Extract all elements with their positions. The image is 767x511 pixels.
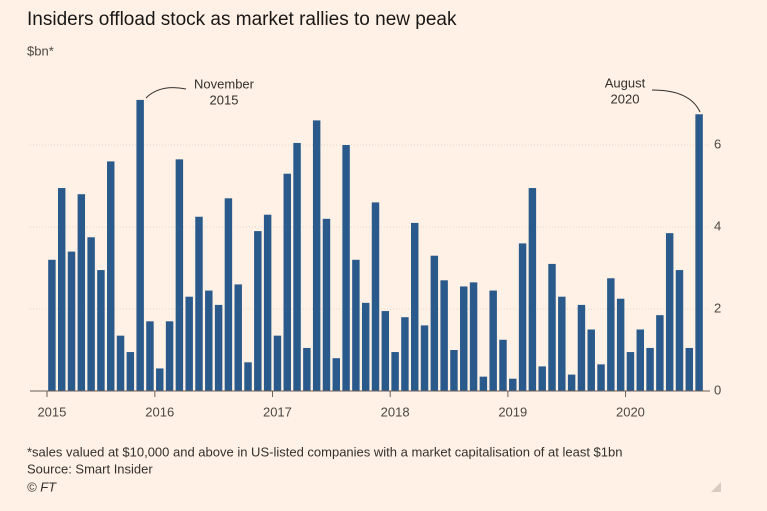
annotation: 2020 [611, 91, 640, 106]
bar [116, 335, 125, 391]
y-tick-label: 0 [714, 382, 721, 397]
bar [214, 304, 223, 391]
y-tick-label: 6 [714, 136, 721, 151]
bar [273, 335, 282, 391]
bar [283, 173, 291, 391]
bar [450, 350, 458, 391]
bar [636, 329, 644, 391]
bar [293, 142, 301, 391]
x-tick-label: 2019 [498, 404, 527, 419]
bar [528, 188, 537, 391]
bar [646, 347, 654, 391]
bar [312, 120, 321, 392]
bar [558, 296, 566, 391]
bar [67, 251, 76, 391]
bar [675, 270, 684, 391]
bar [665, 233, 674, 391]
subtitle: $bn* [27, 43, 54, 58]
bar [361, 302, 370, 391]
bar [548, 263, 556, 391]
bar [303, 347, 311, 391]
bar [656, 315, 664, 391]
bar [489, 290, 497, 391]
y-tick-label: 4 [714, 218, 721, 233]
bar [607, 278, 615, 391]
bar [244, 362, 252, 391]
bar [136, 99, 144, 392]
bar [156, 368, 164, 391]
bar [87, 237, 95, 391]
bar [567, 374, 576, 391]
x-tick-label: 2017 [263, 404, 292, 419]
bar [263, 214, 272, 391]
bar [77, 194, 86, 391]
bar [587, 329, 595, 391]
bar [57, 188, 66, 391]
bar [97, 270, 105, 391]
bar [48, 259, 56, 391]
bar [381, 311, 390, 391]
bar [469, 282, 478, 391]
x-tick-label: 2015 [37, 404, 66, 419]
bar [597, 364, 605, 391]
bar [332, 358, 341, 391]
bar [440, 280, 448, 391]
bar [401, 317, 409, 391]
bar [254, 231, 262, 391]
chart-title: Insiders offload stock as market rallies… [27, 9, 457, 30]
bar [430, 255, 439, 391]
bar [420, 325, 429, 391]
bar [479, 376, 488, 391]
y-tick-label: 2 [714, 300, 721, 315]
bar [685, 347, 694, 391]
bar [577, 304, 586, 391]
bar [538, 366, 546, 391]
x-tick-label: 2016 [145, 404, 174, 419]
bar [410, 222, 419, 391]
bar [499, 339, 507, 391]
credit: © FT [27, 479, 57, 494]
bar [205, 290, 213, 391]
bar [509, 378, 517, 391]
bar [322, 218, 331, 391]
x-tick-label: 2020 [616, 404, 645, 419]
bar [371, 202, 380, 391]
bar [146, 321, 154, 391]
bar [195, 216, 203, 391]
bar [460, 286, 468, 391]
bar [165, 321, 174, 391]
x-tick-label: 2018 [381, 404, 410, 419]
bar [175, 159, 184, 391]
bar [224, 198, 233, 391]
bar [352, 259, 360, 391]
source: Source: Smart Insider [27, 461, 153, 476]
bar [342, 145, 350, 391]
annotation: August [605, 75, 646, 90]
bar [626, 352, 635, 391]
bar [234, 284, 242, 391]
bar [126, 352, 135, 391]
bar [616, 298, 625, 391]
resize-handle [711, 482, 721, 492]
bar [185, 296, 193, 391]
annotation: November [194, 76, 255, 91]
bar [518, 243, 527, 391]
footnote: *sales valued at $10,000 and above in US… [27, 444, 622, 459]
bar [391, 352, 399, 391]
annotation-line [651, 89, 701, 113]
bar [695, 114, 703, 391]
annotation-line [145, 87, 187, 99]
bar [107, 161, 115, 391]
annotation: 2015 [210, 92, 239, 107]
